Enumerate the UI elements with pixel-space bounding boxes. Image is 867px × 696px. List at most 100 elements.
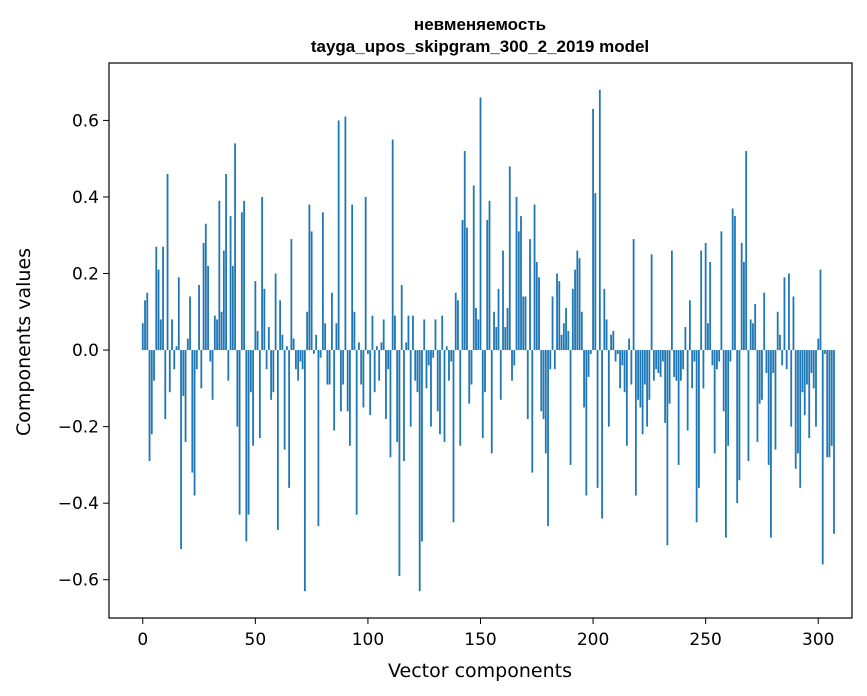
bar [655,350,658,370]
bar [752,323,754,351]
bar [450,350,453,362]
bar [272,350,275,393]
bar [634,350,637,496]
bar [180,350,182,550]
bar [623,350,626,393]
bar [565,307,567,351]
bar [425,350,428,389]
bar [297,350,300,381]
bar [229,216,232,351]
bar [371,315,374,351]
x-tick-label: 200 [577,630,609,650]
bar [607,350,610,427]
bar [643,350,646,385]
y-tick-label: 0.4 [72,188,99,208]
bar [331,292,333,351]
bar [709,262,712,351]
bar [166,174,169,351]
bar [646,350,649,427]
bar [542,350,545,419]
bar [211,350,214,400]
y-tick-label: −0.4 [58,494,99,514]
bar [497,288,500,351]
bar [529,239,531,351]
bar [508,166,511,351]
bar [711,350,714,366]
bar [369,350,372,416]
bar [695,350,698,523]
bar [585,350,588,496]
bar [349,350,351,446]
bar [704,242,707,351]
bar [340,350,342,412]
bar [141,323,144,351]
bar [659,350,662,377]
bar [177,277,180,351]
bar [637,350,640,400]
bar [236,350,239,427]
bar [240,212,243,351]
bar [346,350,349,412]
bar [535,262,538,351]
bar [146,292,149,351]
bar [720,231,723,351]
bar [722,350,725,412]
bar [583,350,585,408]
bar [344,116,347,351]
bar [677,350,680,465]
bar [538,277,540,351]
bar [797,350,799,454]
bar [666,350,669,546]
bar [499,350,502,400]
bar [619,350,621,389]
bar [774,350,777,450]
bar [412,315,414,351]
bar [335,323,338,351]
bar [779,334,781,351]
bar [294,350,297,370]
bar [290,239,293,351]
y-tick-label: 0.2 [72,265,99,285]
bar [436,350,439,412]
bar [815,350,817,427]
bar [812,350,815,389]
bar [506,307,509,351]
bar [159,319,162,351]
bar [650,254,653,351]
bar [389,350,392,458]
bar [596,350,599,488]
bar [421,350,423,542]
bar [162,246,164,351]
bar [358,342,360,351]
bar [157,269,160,351]
bar [243,200,245,351]
bar [191,350,194,473]
bar [484,350,486,393]
x-tick-label: 250 [689,630,721,650]
bar [396,350,399,442]
bar [493,311,495,351]
bar [306,311,309,351]
bar [218,200,221,351]
bar [216,319,218,351]
bar [556,273,558,351]
bar [562,323,565,351]
bar [324,323,327,351]
bar [148,350,151,462]
bar [702,350,705,389]
bar [256,330,259,351]
bar [222,250,225,351]
bar [418,350,421,592]
bar [754,304,757,351]
bar [168,350,171,393]
bar [808,350,811,439]
bar [213,315,216,351]
bar [285,346,288,351]
bar [522,296,525,351]
bar [319,350,322,358]
bar [270,350,273,400]
bar [603,288,606,351]
bar [632,239,635,351]
bar [153,350,155,381]
